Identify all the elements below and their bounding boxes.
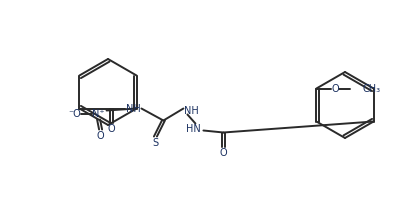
Text: N⁺: N⁺ bbox=[92, 108, 105, 119]
Text: O: O bbox=[97, 130, 104, 141]
Text: ⁻O: ⁻O bbox=[68, 108, 81, 119]
Text: S: S bbox=[152, 138, 159, 147]
Text: NH: NH bbox=[184, 106, 199, 116]
Text: HN: HN bbox=[186, 123, 201, 134]
Text: O: O bbox=[108, 123, 115, 134]
Text: O: O bbox=[220, 147, 227, 158]
Text: O: O bbox=[332, 84, 339, 93]
Text: CH₃: CH₃ bbox=[363, 84, 380, 93]
Text: NH: NH bbox=[126, 103, 141, 114]
